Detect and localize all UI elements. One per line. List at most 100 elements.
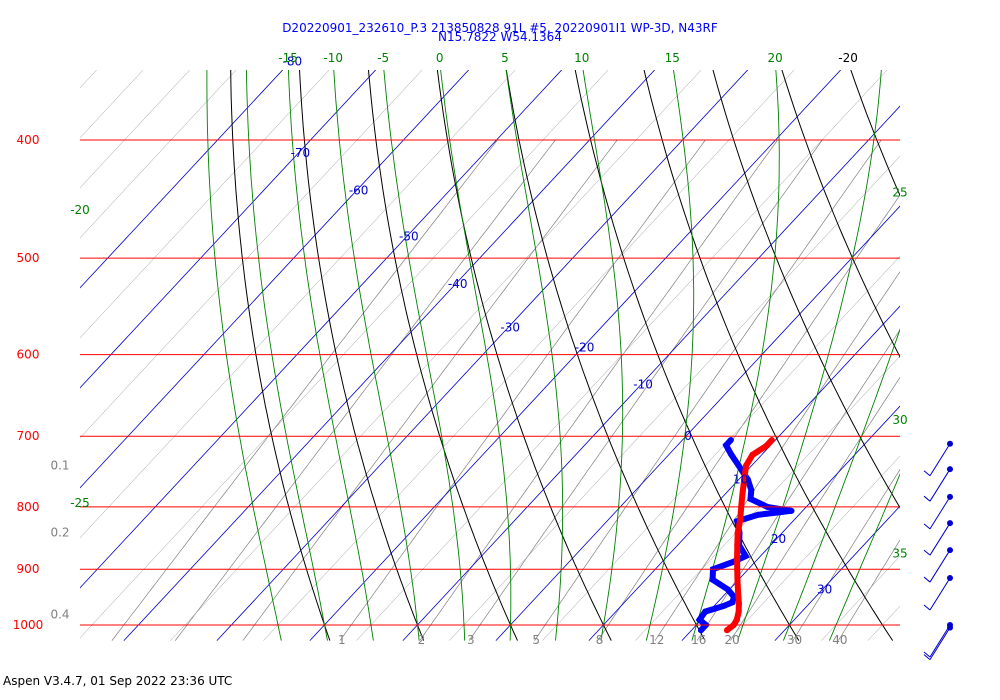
skew-grid-line [449,155,900,641]
dewpoint-point [720,603,727,610]
moist-adiabat-line [645,70,695,641]
dewpoint-point [709,576,716,583]
wind-barb-flag [923,576,931,583]
wind-barb-dot [947,547,953,554]
isotherm-blue-label: -50 [399,230,419,244]
isobar-label: 500 [17,251,40,265]
isotherm-line [80,70,470,489]
mixing-ratio-label: 1 [338,633,346,647]
wind-barb-staff [929,624,951,658]
skew-grid-line [867,605,900,641]
mixing-ratio-left-label: 0.1 [50,459,69,473]
mixing-ratio-label: 12 [649,633,664,647]
skew-grid-line [80,70,330,339]
moist-adiabat-label: -15 [278,51,298,65]
dry-adiabat-line [367,70,518,641]
dewpoint-point [696,616,703,623]
dewpoint-point [697,627,704,634]
moist-adiabat-line [440,70,512,641]
skew-grid-line [80,70,190,189]
mixing-ratio-line [730,376,900,641]
wind-barb-flag [923,523,931,530]
skew-grid-line [80,70,283,289]
moist-adiabat-label: -10 [323,51,343,65]
dry-adiabat-line [299,70,425,641]
temperature-point [733,616,740,623]
dewpoint-point [747,495,754,502]
wind-barb-dot [947,624,953,631]
moist-adiabat-label: 10 [574,51,589,65]
moist-adiabat-label: 0 [436,51,444,65]
isobar-label: 1000 [13,618,44,632]
moist-adiabat-label: 25 [892,185,907,199]
temperature-point [734,554,741,561]
wind-barb-staff [929,577,951,611]
dewpoint-point [748,487,755,494]
isotherm-line [681,405,900,641]
dry-adiabat-line [850,70,900,197]
skew-grid-line [588,305,900,641]
isobar-label: 700 [17,429,40,443]
dry-adiabat-line [574,70,800,641]
skew-grid-line [80,70,423,439]
dewpoint-point [742,553,749,560]
moist-adiabat-label: 15 [665,51,680,65]
isobar-label: 900 [17,562,40,576]
wind-barb-staff [929,468,951,502]
moist-adiabat-label: 30 [892,413,907,427]
mixing-ratio-line [468,139,823,641]
mixing-ratio-line [174,139,556,641]
chart-subtitle: N15.7822 W54.1364 [438,30,562,44]
wind-barb-flag [923,549,931,556]
temperature-point [741,476,748,483]
chart-title: D20220901_232610_P.3 213850828 91L #5, 2… [282,21,718,35]
isotherm-blue-label: -80 [283,55,303,69]
skew-grid-line [914,38,1000,640]
skew-grid-line [80,70,144,139]
dry-adiabat-line [712,70,900,509]
footer-version: Aspen V3.4.7, 01 Sep 2022 23:36 UTC [3,674,233,688]
skew-grid-line [80,70,376,389]
wind-barb-staff [929,522,951,556]
wind-barb-staff [929,549,951,583]
mixing-ratio-label: 40 [832,633,847,647]
moist-adiabat-line [505,70,564,641]
moist-adiabat-label: 35 [892,546,907,560]
wind-barb-flag [923,651,931,658]
isotherm-blue-label: 30 [817,582,832,596]
dry-adiabat-line [505,70,706,641]
moist-adiabat-label: -25 [70,496,90,510]
moist-adiabat-line [737,70,882,641]
isotherm-line [216,70,749,641]
wind-barb-dot [947,466,953,473]
isotherm-line [495,205,900,641]
temperature-point [735,589,742,596]
mixing-ratio-left-label: 0.4 [50,607,69,621]
skew-grid-line [80,70,609,639]
skew-grid-line [263,70,795,641]
dewpoint-point [788,507,795,514]
dewpoint-point [724,586,731,593]
mixing-ratio-label: 16 [691,633,706,647]
isotherm-blue-label: -40 [448,277,468,291]
moist-adiabat-label: -5 [377,51,389,65]
dry-adiabat-line [643,70,894,641]
temperature-point [735,608,742,615]
isotherm-blue-label: 20 [771,532,786,546]
isobar-label: 400 [17,133,40,147]
mixing-ratio-line [111,139,498,641]
mixing-ratio-left-label: 0.2 [50,526,69,540]
isotherm-line [123,70,656,641]
isotherm-blue-label: -20 [575,341,595,355]
moist-adiabat-line [782,328,900,641]
moist-adiabat-line [582,70,624,641]
wind-barb-flag [923,470,931,477]
skew-grid-line [774,505,900,641]
skew-grid-line [635,355,900,641]
isotherm-blue-label: -30 [500,320,520,334]
skew-grid-line [542,255,900,641]
dry-adiabat-line [230,70,331,641]
mixing-ratio-line [242,139,618,641]
isotherm-line [80,70,377,389]
